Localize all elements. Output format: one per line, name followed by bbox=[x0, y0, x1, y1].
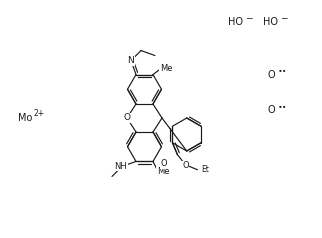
Text: HO: HO bbox=[228, 17, 243, 27]
Text: O: O bbox=[182, 161, 189, 170]
Text: O: O bbox=[124, 114, 130, 123]
Text: Me: Me bbox=[157, 167, 169, 176]
Text: ∙∙: ∙∙ bbox=[278, 101, 288, 110]
Text: ∙∙: ∙∙ bbox=[278, 66, 288, 75]
Text: O: O bbox=[268, 70, 276, 80]
Text: O: O bbox=[160, 159, 167, 168]
Text: −: − bbox=[245, 14, 252, 23]
Text: Et: Et bbox=[202, 165, 209, 174]
Text: Me: Me bbox=[160, 64, 172, 73]
Text: HO: HO bbox=[263, 17, 278, 27]
Text: −: − bbox=[280, 14, 288, 23]
Text: NH: NH bbox=[115, 162, 128, 171]
Text: O: O bbox=[268, 105, 276, 115]
Text: 2+: 2+ bbox=[34, 109, 45, 118]
Text: Mo: Mo bbox=[18, 113, 33, 123]
Text: N: N bbox=[128, 56, 134, 65]
